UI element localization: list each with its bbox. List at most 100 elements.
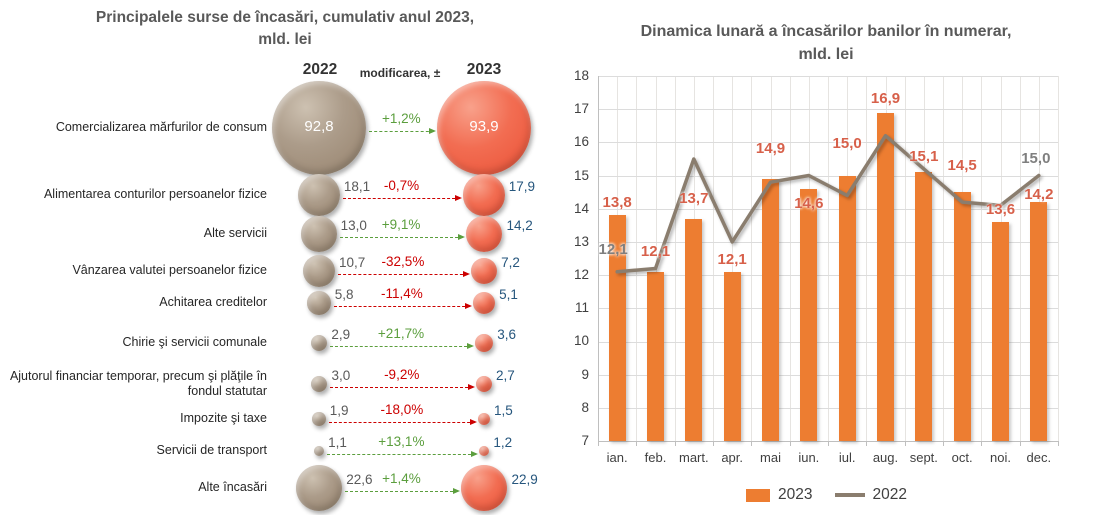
change-label: +1,4% <box>382 471 421 486</box>
gridline-h <box>598 76 1058 77</box>
value-2023: 22,9 <box>511 472 538 487</box>
x-axis-label: mai <box>760 450 781 465</box>
x-axis-tick <box>981 441 983 446</box>
value-2022: 2,9 <box>331 327 351 342</box>
y-axis-line <box>598 76 599 441</box>
value-2022: 13,0 <box>340 218 367 233</box>
column-header-2023: 2023 <box>466 61 502 78</box>
legend-label-2022: 2022 <box>872 486 907 503</box>
value-2022: 3,0 <box>331 368 351 383</box>
change-arrow <box>327 450 478 457</box>
arrowhead-icon <box>452 487 460 494</box>
bubble-2023 <box>474 333 494 353</box>
legend-swatch-2022 <box>834 493 865 497</box>
row-label: Servicii de transport <box>156 443 267 458</box>
left-chart-title-line2: mld. lei <box>258 31 312 48</box>
y-tick-label: 14 <box>573 200 589 216</box>
bubble-comparison-chart: Principalele surse de încasări, cumulati… <box>10 9 538 512</box>
bar-2023 <box>838 175 856 441</box>
bar-2023 <box>685 218 703 441</box>
arrowhead-icon <box>462 270 470 277</box>
bar-value-label: 16,9 <box>870 89 901 107</box>
bar-2023 <box>1030 202 1048 441</box>
x-axis-label: noi. <box>990 450 1011 465</box>
bar-value-label: 15,1 <box>909 148 939 166</box>
change-arrow <box>333 302 472 309</box>
gridline-v <box>789 76 791 441</box>
x-axis-tick <box>943 441 944 446</box>
value-2023: 2,7 <box>496 368 515 383</box>
right-chart-title-line1: Dinamica lunară a încasărilor banilor în… <box>640 23 1012 40</box>
y-tick-label: 13 <box>573 233 589 249</box>
value-2022: 1,1 <box>328 435 347 450</box>
bubble-2023 <box>436 80 532 176</box>
bar-2023 <box>992 222 1009 441</box>
bubble-2022 <box>313 445 325 457</box>
legend-label-2023: 2023 <box>778 486 813 503</box>
x-axis-label: sept. <box>909 450 938 465</box>
gridline-v <box>828 76 829 441</box>
bubble-2022 <box>310 375 328 393</box>
gridline-v <box>1058 76 1059 441</box>
row-label: Achitarea creditelor <box>159 295 267 310</box>
gridline-h <box>598 407 1058 409</box>
y-tick-label: 8 <box>581 399 589 415</box>
value-2022: 10,7 <box>339 255 366 270</box>
y-tick-label: 16 <box>573 134 589 150</box>
x-axis-label: mart. <box>679 450 709 465</box>
column-header-2022: 2022 <box>302 61 338 78</box>
y-tick-label: 11 <box>574 300 589 316</box>
value-2022: 92,8 <box>304 118 334 135</box>
change-label: -18,0% <box>380 402 424 417</box>
x-axis-tick <box>1058 441 1059 446</box>
change-label: -0,7% <box>383 178 420 193</box>
bar-value-label: 12,1 <box>640 242 671 260</box>
x-axis-tick <box>1019 441 1021 446</box>
row-label: Alte încasări <box>198 480 267 495</box>
change-label: +21,7% <box>377 326 425 341</box>
arrowhead-icon <box>467 383 475 390</box>
change-arrow <box>339 233 465 240</box>
change-arrow <box>330 383 475 390</box>
arrowhead-icon <box>470 450 478 457</box>
y-tick-label: 7 <box>581 433 589 448</box>
bar-2023 <box>877 112 894 441</box>
x-axis-tick <box>751 441 753 446</box>
row-label: Alimentarea conturilor persoanelor fizic… <box>43 187 267 202</box>
x-axis-label: aug. <box>872 450 899 465</box>
change-label: +1,2% <box>382 111 421 126</box>
bubble-2023 <box>472 291 496 315</box>
column-header-change: modificarea, ± <box>359 66 441 80</box>
x-axis-label: dec. <box>1026 450 1052 465</box>
value-2022: 18,1 <box>343 179 371 194</box>
value-2023: 3,6 <box>497 327 517 342</box>
bar-2023 <box>762 178 779 441</box>
bubble-2023 <box>460 464 508 512</box>
gridline-v <box>943 76 944 441</box>
x-axis-label: feb. <box>644 450 667 465</box>
y-tick-label: 18 <box>573 68 589 83</box>
bar-value-label: 14,2 <box>1024 186 1054 204</box>
bubble-2023 <box>465 215 503 253</box>
y-tick-label: 17 <box>573 101 589 117</box>
gridline-v <box>904 76 906 441</box>
gridline-v <box>981 76 983 441</box>
gridline-h <box>598 308 1058 310</box>
x-axis-tick <box>828 441 829 446</box>
x-axis-tick <box>713 441 714 446</box>
arrowhead-icon <box>455 194 463 201</box>
change-arrow <box>342 194 463 201</box>
change-label: +13,1% <box>378 434 425 449</box>
value-2023: 1,5 <box>494 403 513 418</box>
bubble-2023 <box>475 375 493 393</box>
left-chart-title-line1: Principalele surse de încasări, cumulati… <box>95 9 475 26</box>
row-label: Comercializarea mărfurilor de consum <box>55 120 267 135</box>
bubble-2022 <box>302 254 336 288</box>
change-arrow <box>328 418 477 425</box>
bubble-2022 <box>298 174 340 216</box>
x-axis-label: iun. <box>798 450 820 465</box>
y-tick-label: 9 <box>581 366 589 382</box>
gridline-v <box>866 76 868 441</box>
bar-value-label: 13,8 <box>602 194 632 212</box>
